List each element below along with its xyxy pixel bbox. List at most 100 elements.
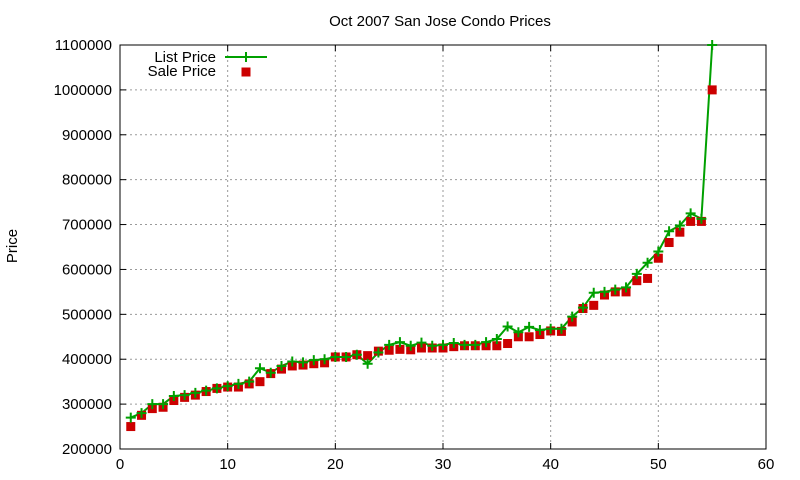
list-price-point xyxy=(642,257,653,268)
list-price-point xyxy=(276,360,287,371)
list-price-point xyxy=(394,337,405,348)
list-price-point xyxy=(502,321,513,332)
list-price-point xyxy=(287,356,298,367)
x-tick-label: 60 xyxy=(758,456,775,473)
list-price-point xyxy=(265,367,276,378)
list-price-point xyxy=(330,351,341,362)
list-price-point xyxy=(254,363,265,374)
y-tick-label: 1000000 xyxy=(54,82,112,99)
series-layer xyxy=(125,40,718,432)
list-price-point xyxy=(308,355,319,366)
list-price-point xyxy=(362,358,373,369)
list-price-point xyxy=(405,340,416,351)
list-price-point xyxy=(610,284,621,295)
sale-price-point xyxy=(416,343,426,353)
sale-price-point xyxy=(492,341,502,351)
sale-price-point xyxy=(675,227,685,237)
sale-price-point xyxy=(524,332,534,342)
legend-label-sale-price: Sale Price xyxy=(148,63,216,80)
sale-price-point xyxy=(707,85,717,95)
list-price-point xyxy=(459,339,470,350)
list-price-point xyxy=(556,323,567,334)
list-price-point xyxy=(319,354,330,365)
sale-price-point xyxy=(589,300,599,310)
list-price-point xyxy=(351,349,362,360)
y-tick-label: 900000 xyxy=(62,127,112,144)
sale-price-point xyxy=(503,339,513,349)
list-price-point xyxy=(685,208,696,219)
sale-price-point xyxy=(126,422,136,432)
y-tick-label: 700000 xyxy=(62,217,112,234)
list-price-point xyxy=(621,282,632,293)
list-price-point xyxy=(491,334,502,345)
list-price-point xyxy=(244,376,255,387)
list-price-point xyxy=(577,302,588,313)
list-price-point xyxy=(513,327,524,338)
y-tick-label: 500000 xyxy=(62,306,112,323)
y-tick-label: 600000 xyxy=(62,261,112,278)
sale-price-point xyxy=(664,238,674,248)
y-tick-label: 200000 xyxy=(62,441,112,458)
list-price-point xyxy=(427,340,438,351)
x-tick-label: 40 xyxy=(542,456,559,473)
x-tick-label: 50 xyxy=(650,456,667,473)
x-tick-label: 10 xyxy=(219,456,236,473)
sale-price-point xyxy=(395,344,405,354)
list-price-point xyxy=(599,286,610,297)
chart-title: Oct 2007 San Jose Condo Prices xyxy=(329,13,551,30)
list-price-point xyxy=(190,387,201,398)
list-price-point xyxy=(211,383,222,394)
list-price-point xyxy=(448,338,459,349)
list-price-point xyxy=(707,40,718,50)
y-tick-label: 800000 xyxy=(62,172,112,189)
sale-price-point xyxy=(255,377,265,387)
sale-price-point xyxy=(653,253,663,263)
y-axis-label: Price xyxy=(4,229,21,263)
list-price-point xyxy=(168,391,179,402)
list-price-point xyxy=(341,351,352,362)
sale-price-point xyxy=(632,276,642,286)
list-price-point xyxy=(158,399,169,410)
list-price-point xyxy=(136,408,147,419)
y-tick-label: 400000 xyxy=(62,351,112,368)
legend: List Price Sale Price xyxy=(148,49,267,80)
x-tick-label: 20 xyxy=(327,456,344,473)
list-price-point xyxy=(534,325,545,336)
y-tick-label: 1100000 xyxy=(55,37,112,54)
list-price-point xyxy=(384,339,395,350)
x-tick-label: 30 xyxy=(435,456,452,473)
legend-label-list-price: List Price xyxy=(154,49,216,66)
series-line-list-price xyxy=(130,44,714,419)
list-price-point xyxy=(653,246,664,257)
x-tick-label: 0 xyxy=(116,456,124,473)
sale-price-point xyxy=(363,351,373,361)
list-price-point xyxy=(524,321,535,332)
list-price-point xyxy=(588,287,599,298)
list-price-point xyxy=(147,399,158,410)
list-price-point xyxy=(438,339,448,350)
sale-price-point xyxy=(384,345,394,355)
list-price-point xyxy=(373,347,384,358)
list-price-point xyxy=(674,220,685,231)
list-price-point xyxy=(545,323,556,334)
legend-square-marker xyxy=(241,67,251,77)
list-price-point xyxy=(125,412,136,423)
list-price-point xyxy=(696,213,707,224)
y-tick-label: 300000 xyxy=(62,396,112,413)
list-price-point xyxy=(222,381,233,392)
list-price-point xyxy=(631,268,642,279)
sale-price-point xyxy=(643,273,653,283)
list-price-point xyxy=(481,337,492,348)
list-price-point xyxy=(664,226,675,237)
list-price-point xyxy=(298,357,309,368)
list-price-point xyxy=(201,385,212,396)
list-price-point xyxy=(470,339,481,350)
list-price-point xyxy=(567,311,578,322)
sale-price-point xyxy=(686,216,696,226)
axis-ticks: 200000 300000 400000 500000 600000 700000 8000… xyxy=(54,37,775,473)
list-price-point xyxy=(416,337,427,348)
list-price-point xyxy=(233,378,244,389)
legend-plus-marker xyxy=(241,52,251,62)
list-price-point xyxy=(179,390,190,401)
sale-price-point xyxy=(567,317,577,327)
